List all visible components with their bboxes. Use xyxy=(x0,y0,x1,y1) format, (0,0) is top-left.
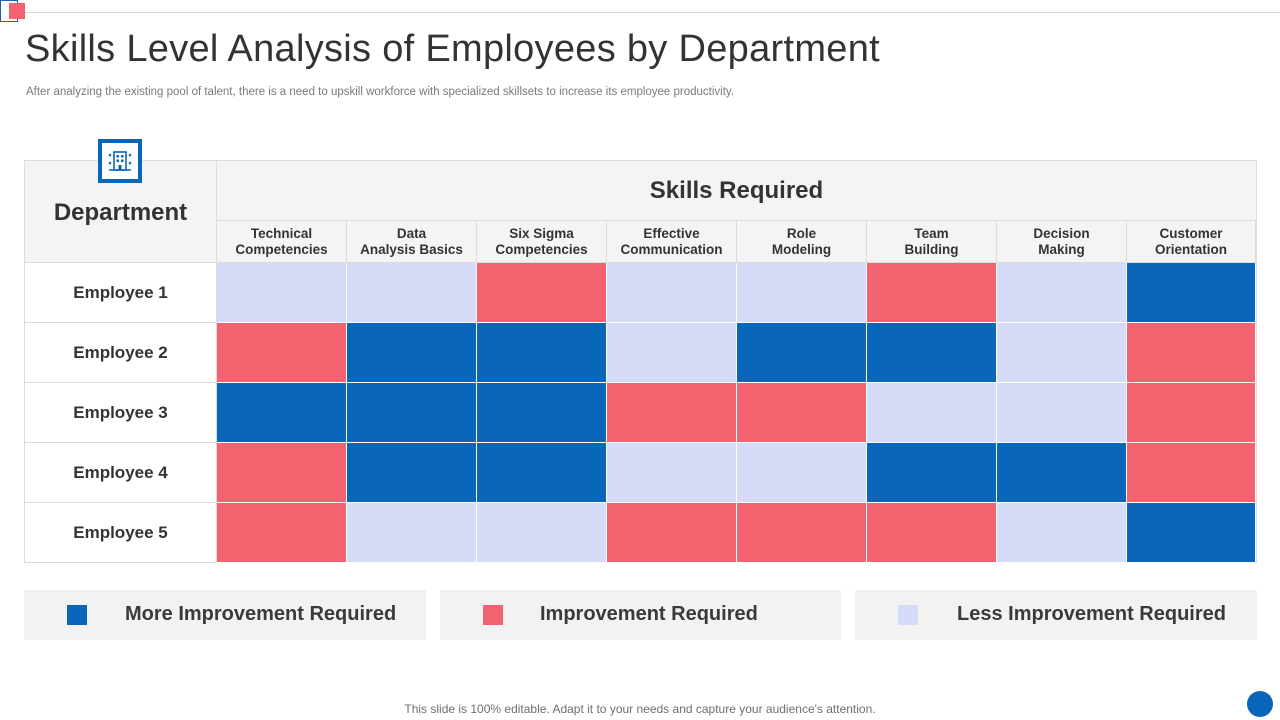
building-icon xyxy=(98,139,142,183)
skill-level-cell-more xyxy=(867,443,997,503)
skill-level-cell-less xyxy=(997,383,1127,443)
skill-level-cell-less xyxy=(477,503,607,563)
legend-swatch-improve xyxy=(483,605,503,625)
skill-level-cell-more xyxy=(347,383,477,443)
skill-level-cell-improve xyxy=(477,263,607,323)
skill-level-cell-more xyxy=(477,323,607,383)
row-label: Employee 5 xyxy=(25,503,217,563)
skill-level-cell-improve xyxy=(737,383,867,443)
skill-level-cell-improve xyxy=(217,503,347,563)
skill-level-cell-less xyxy=(347,503,477,563)
column-header: Six Sigma Competencies xyxy=(477,221,607,263)
skill-level-cell-improve xyxy=(217,443,347,503)
skill-level-cell-less xyxy=(737,263,867,323)
skill-level-cell-improve xyxy=(607,503,737,563)
legend-label-more: More Improvement Required xyxy=(125,603,397,625)
skill-level-cell-less xyxy=(607,443,737,503)
skill-level-cell-less xyxy=(867,383,997,443)
skill-level-cell-less xyxy=(217,263,347,323)
skill-level-cell-improve xyxy=(1127,443,1256,503)
skill-level-cell-improve xyxy=(607,383,737,443)
legend-swatch-less xyxy=(898,605,918,625)
legend-item-less-improvement: Less Improvement Required xyxy=(855,590,1257,640)
skill-level-cell-more xyxy=(477,443,607,503)
footer-note: This slide is 100% editable. Adapt it to… xyxy=(404,702,876,716)
skill-level-cell-improve xyxy=(867,503,997,563)
skill-level-cell-less xyxy=(997,503,1127,563)
skills-required-label: Skills Required xyxy=(649,177,824,204)
skill-level-cell-less xyxy=(997,323,1127,383)
skill-level-cell-improve xyxy=(1127,383,1256,443)
top-divider xyxy=(16,12,1280,13)
skills-matrix-table: Department Skills Required Technical Com… xyxy=(24,160,1257,563)
skill-level-cell-more xyxy=(1127,503,1256,563)
legend-item-more-improvement: More Improvement Required xyxy=(24,590,426,640)
skill-level-cell-less xyxy=(737,443,867,503)
legend-item-improvement: Improvement Required xyxy=(440,590,841,640)
skill-level-cell-improve xyxy=(1127,323,1256,383)
column-header: Data Analysis Basics xyxy=(347,221,477,263)
skill-level-cell-more xyxy=(347,323,477,383)
column-header: Customer Orientation xyxy=(1127,221,1256,263)
skill-level-cell-more xyxy=(347,443,477,503)
skill-level-cell-improve xyxy=(217,323,347,383)
skill-level-cell-more xyxy=(867,323,997,383)
column-header: Effective Communication xyxy=(607,221,737,263)
skill-level-cell-improve xyxy=(867,263,997,323)
column-header: Role Modeling xyxy=(737,221,867,263)
skill-level-cell-more xyxy=(217,383,347,443)
legend-swatch-more xyxy=(67,605,87,625)
page-subtitle: After analyzing the existing pool of tal… xyxy=(26,86,735,98)
row-label: Employee 3 xyxy=(25,383,217,443)
skill-level-cell-less xyxy=(347,263,477,323)
skill-level-cell-less xyxy=(997,263,1127,323)
legend-label-less: Less Improvement Required xyxy=(957,603,1226,625)
skill-level-cell-less xyxy=(607,323,737,383)
skill-level-cell-more xyxy=(997,443,1127,503)
corner-dot xyxy=(1247,691,1273,717)
skill-level-cell-less xyxy=(607,263,737,323)
skill-level-cell-more xyxy=(1127,263,1256,323)
row-label: Employee 1 xyxy=(25,263,217,323)
column-header: Team Building xyxy=(867,221,997,263)
row-label: Employee 4 xyxy=(25,443,217,503)
skill-level-cell-more xyxy=(477,383,607,443)
corner-decoration-square xyxy=(9,3,25,19)
column-header: Technical Competencies xyxy=(217,221,347,263)
skills-required-header: Skills Required xyxy=(217,161,1256,221)
row-label: Employee 2 xyxy=(25,323,217,383)
legend-label-improve: Improvement Required xyxy=(540,603,758,625)
skill-level-cell-more xyxy=(737,323,867,383)
skill-level-cell-improve xyxy=(737,503,867,563)
page-title: Skills Level Analysis of Employees by De… xyxy=(25,28,881,70)
department-header-label: Department xyxy=(53,199,188,226)
column-header: Decision Making xyxy=(997,221,1127,263)
